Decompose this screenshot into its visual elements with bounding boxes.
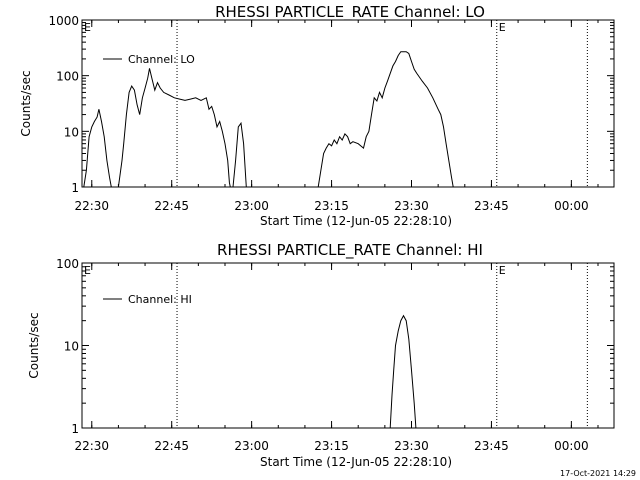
x-tick-label: 00:00 [554, 199, 589, 213]
y-tick-label: 1000 [48, 14, 79, 28]
plot-frame [81, 19, 615, 188]
x-tick-label: 23:15 [314, 199, 349, 213]
y-axis-label: Counts/sec [27, 312, 41, 378]
y-tick-label: 1 [71, 422, 79, 436]
x-tick-label: 22:45 [154, 439, 189, 453]
x-axis-label: Start Time (12-Jun-05 22:28:10) [260, 214, 452, 228]
x-tick-label: 22:30 [74, 199, 109, 213]
x-tick-label: 23:00 [234, 199, 269, 213]
chart-title: RHESSI PARTICLE_RATE Channel: HI [217, 241, 483, 260]
y-tick-label: 10 [64, 340, 79, 354]
x-tick-label: 00:00 [554, 439, 589, 453]
x-tick-label: 23:30 [394, 199, 429, 213]
x-tick-label: 23:15 [314, 439, 349, 453]
y-tick-label: 100 [56, 257, 79, 271]
y-axis-label: Counts/sec [19, 70, 33, 136]
hi-channel-panel: RHESSI PARTICLE_RATE Channel: HI 22:30 22:… [27, 241, 615, 469]
series-line [83, 68, 247, 188]
corner-flag-label: E [84, 264, 91, 277]
y-tick-label: 10 [64, 125, 79, 139]
x-tick-label: 23:00 [234, 439, 269, 453]
x-tick-label: 23:45 [474, 439, 509, 453]
x-tick-label: 23:30 [394, 439, 429, 453]
event-marker-label: E [499, 21, 506, 34]
corner-flag-label: E [84, 21, 91, 34]
x-axis-label: Start Time (12-Jun-05 22:28:10) [260, 455, 452, 469]
series-line [389, 314, 417, 429]
event-marker-label: E [499, 264, 506, 277]
x-tick-label: 22:45 [154, 199, 189, 213]
legend-entry: Channel: HI [128, 293, 192, 306]
x-tick-label: 22:30 [74, 439, 109, 453]
timestamp-footer: 17-Oct-2021 14:29 [560, 469, 636, 478]
legend-entry: Channel: LO [128, 53, 195, 66]
y-tick-label: 100 [56, 70, 79, 84]
series-line [317, 51, 454, 188]
x-tick-label: 23:45 [474, 199, 509, 213]
y-tick-label: 1 [71, 181, 79, 195]
chart-title: RHESSI PARTICLE_RATE Channel: LO [215, 3, 485, 22]
lo-channel-panel: RHESSI PARTICLE_RATE Channel: LO 22:30 22:… [19, 3, 615, 228]
